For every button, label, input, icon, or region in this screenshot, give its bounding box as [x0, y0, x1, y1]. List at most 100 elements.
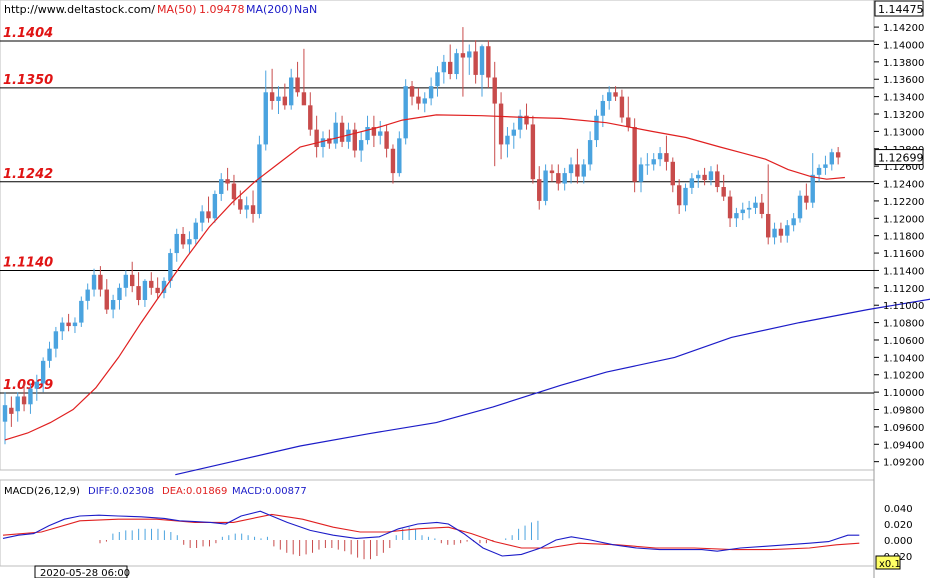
candle-down — [238, 199, 243, 210]
price-tick-label: 1.11400 — [883, 266, 924, 277]
candle-down — [308, 105, 313, 130]
macd-tick: 0.000 — [884, 536, 913, 547]
candle-down — [575, 164, 580, 177]
candle-up — [829, 152, 834, 165]
candle-up — [397, 138, 402, 174]
price-tick-label: 1.13400 — [883, 93, 924, 104]
candle-up — [581, 164, 586, 177]
candle-down — [549, 170, 555, 174]
candle-down — [664, 153, 669, 162]
candle-up — [740, 209, 745, 214]
candle-down — [766, 213, 771, 238]
candle-down — [524, 115, 529, 125]
candle-up — [746, 207, 752, 210]
candle-down — [250, 205, 256, 214]
price-tick-label: 1.13600 — [883, 75, 924, 86]
ma50-value: 1.09478 — [199, 3, 245, 16]
candle-down — [66, 322, 71, 327]
candle-down — [778, 228, 784, 236]
price-tick-label: 1.11600 — [883, 249, 924, 260]
candle-up — [91, 274, 97, 290]
macd-scale-box[interactable] — [875, 555, 901, 570]
candle-up — [263, 92, 268, 145]
price-tick-label: 1.12200 — [883, 197, 924, 208]
candle-down — [632, 127, 637, 182]
candle-up — [320, 138, 326, 148]
candle-up — [689, 178, 695, 188]
last-price-value: 1.12699 — [878, 152, 924, 165]
candle-down — [314, 129, 319, 148]
candle-up — [753, 202, 758, 208]
candle-down — [626, 117, 631, 128]
macd-diff-line — [2, 510, 860, 557]
candle-up — [123, 274, 129, 288]
candle-down — [295, 77, 300, 93]
candle-up — [505, 135, 510, 145]
candle-up — [823, 164, 828, 168]
candle-down — [104, 289, 109, 310]
candle-up — [79, 300, 84, 323]
candle-up — [53, 331, 59, 349]
top-price-value: 1.14475 — [878, 3, 924, 16]
candle-down — [537, 179, 542, 201]
candle-up — [422, 98, 427, 104]
candle-down — [715, 171, 720, 188]
candle-up — [378, 131, 383, 136]
candle-down — [727, 196, 733, 219]
candle-down — [282, 96, 288, 106]
candle-down — [721, 187, 726, 197]
candle-up — [607, 92, 612, 101]
last-price-box — [874, 149, 924, 166]
candle-up — [2, 405, 8, 422]
candle-up — [257, 144, 262, 214]
candle-up — [511, 129, 516, 136]
candle-down — [448, 61, 453, 75]
candle-up — [587, 140, 593, 165]
candle-up — [562, 173, 567, 184]
candle-down — [149, 280, 154, 288]
site-url[interactable]: http://www.deltastock.com/ — [4, 3, 155, 16]
candle-down — [130, 274, 135, 287]
ma200-value: NaN — [294, 3, 317, 16]
candle-up — [365, 127, 370, 141]
candle-up — [683, 187, 688, 206]
candle-up — [810, 174, 815, 203]
candle-down — [835, 152, 841, 158]
candle-up — [785, 225, 790, 236]
candle-up — [797, 195, 803, 219]
candle-down — [486, 46, 491, 78]
candle-down — [702, 174, 707, 181]
macd-tick: 0.040 — [884, 504, 913, 515]
price-tick-label: 1.09400 — [883, 440, 924, 451]
candle-down — [556, 173, 561, 184]
candle-up — [568, 164, 574, 174]
candle-down — [339, 122, 345, 142]
candle-down — [384, 131, 389, 149]
macd-value-label: MACD:0.00877 — [232, 486, 307, 497]
candle-up — [244, 205, 249, 210]
macd-scale-label: x0.1 — [879, 559, 901, 570]
ma200-label: MA(200) — [246, 3, 293, 16]
macd-diff-label: DIFF:0.02308 — [88, 486, 154, 497]
candle-up — [199, 211, 205, 223]
candle-up — [708, 171, 714, 181]
candle-down — [460, 53, 466, 58]
candle-down — [21, 396, 27, 405]
price-tick-label: 1.09800 — [883, 406, 924, 417]
candle-up — [467, 51, 472, 58]
candle-down — [473, 51, 478, 75]
candle-up — [428, 86, 434, 99]
top-price-box — [874, 0, 924, 17]
price-tick-label: 1.10400 — [883, 353, 924, 364]
candle-down — [269, 92, 275, 101]
level-label: 1.1242 — [3, 167, 53, 182]
price-tick-label: 1.14000 — [883, 40, 924, 51]
ma50-line — [4, 114, 845, 441]
candle-up — [72, 322, 78, 327]
price-tick-label: 1.14200 — [883, 23, 924, 34]
price-tick-label: 1.13000 — [883, 127, 924, 138]
candle-up — [161, 280, 167, 294]
candle-up — [60, 322, 65, 332]
candle-up — [193, 222, 198, 240]
